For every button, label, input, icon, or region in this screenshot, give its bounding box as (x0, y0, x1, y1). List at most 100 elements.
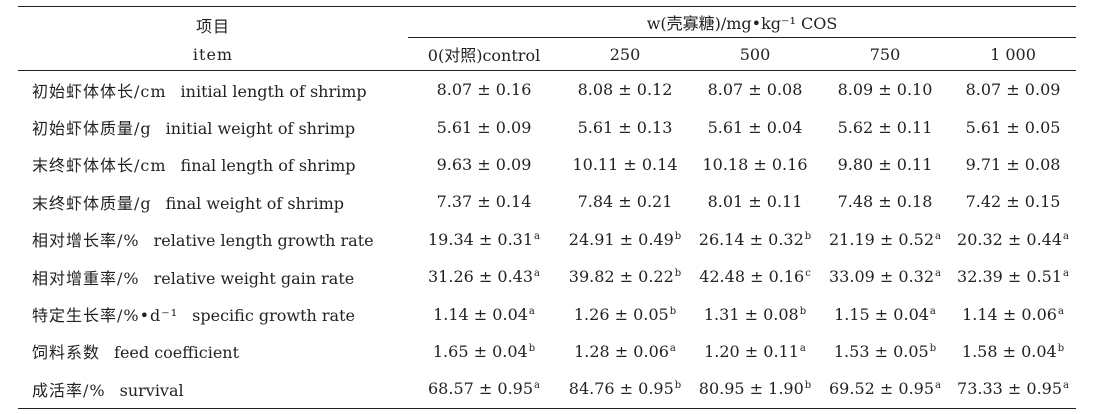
significance-letter: a (534, 380, 540, 392)
mean-sd-value: 24.91 ± 0.49 (568, 229, 674, 249)
table-row: 成活率/% survival 68.57 ± 0.95a 84.76 ± 0.95b 8… (18, 370, 1077, 409)
significance-letter: b (528, 342, 536, 354)
row-label-en: relative weight gain rate (153, 268, 355, 288)
mean-sd-value: 19.34 ± 0.31 (428, 229, 534, 249)
significance-letter: a (935, 230, 941, 242)
value-cell: 5.62 ± 0.11 (820, 108, 950, 145)
significance-letter: a (528, 305, 535, 317)
value-cell: 20.32 ± 0.44a (950, 221, 1076, 258)
row-label-en: final length of shrimp (180, 156, 356, 176)
mean-sd-value: 20.32 ± 0.44 (957, 229, 1063, 249)
cos-dosage-group-header: w(壳寡糖)/mg•kg⁻¹ COS (408, 6, 1077, 38)
mean-sd-value: 1.58 ± 0.04 (961, 341, 1057, 361)
value-cell: 1.58 ± 0.04b (950, 333, 1076, 370)
significance-letter: a (1063, 230, 1069, 242)
row-label-zh: 初始虾体质量/g (32, 119, 152, 139)
mean-sd-value: 21.19 ± 0.52 (829, 229, 935, 249)
mean-sd-value: 33.09 ± 0.32 (829, 267, 935, 287)
column-header-750: 750 (869, 44, 901, 64)
row-label-zh: 初始虾体体长/cm (32, 81, 167, 101)
mean-sd-value: 1.14 ± 0.06 (962, 304, 1057, 324)
table-footnote-cropped: . . . . . . . . . . . . . . . . . . . . … (38, 406, 406, 414)
header-row-2: 0(对照)control 250 500 750 1 000 (18, 38, 1077, 71)
mean-sd-value: 1.53 ± 0.05 (833, 341, 929, 361)
value-cell: 10.11 ± 0.14 (560, 146, 690, 183)
mean-sd-value: 8.07 ± 0.16 (436, 80, 532, 100)
value-cell: 7.37 ± 0.14 (408, 183, 560, 220)
value-cell: 8.09 ± 0.10 (820, 71, 950, 109)
mean-sd-value: 8.07 ± 0.08 (707, 80, 803, 100)
table-row: 末终虾体质量/g final weight of shrimp 7.37 ± 0.1… (18, 183, 1076, 220)
row-label-cell: 初始虾体质量/g initial weight of shrimp (18, 108, 408, 145)
mean-sd-value: 1.14 ± 0.04 (433, 304, 528, 324)
significance-letter: b (804, 230, 812, 242)
significance-letter: b (674, 230, 682, 242)
column-header-250: 250 (609, 44, 641, 64)
value-cell: 5.61 ± 0.04 (690, 108, 820, 145)
value-cell: 1.28 ± 0.06a (560, 333, 690, 370)
mean-sd-value: 9.71 ± 0.08 (965, 154, 1061, 174)
row-label-en: specific growth rate (192, 306, 355, 326)
value-cell: 8.07 ± 0.09 (950, 71, 1076, 109)
table-row: 初始虾体体长/cm initial length of shrimp 8.07 ± … (18, 71, 1076, 109)
value-cell: 1.20 ± 0.11a (690, 333, 820, 370)
significance-letter: b (929, 342, 937, 354)
value-cell: 84.76 ± 0.95b (560, 370, 690, 408)
significance-letter: a (534, 268, 540, 280)
significance-letter: a (929, 305, 936, 317)
value-cell: 10.18 ± 0.16 (690, 146, 820, 183)
item-header-zh: 项目 (195, 17, 230, 36)
value-cell: 5.61 ± 0.13 (560, 108, 690, 145)
row-label-zh: 成活率/% (32, 380, 106, 400)
mean-sd-value: 42.48 ± 0.16 (699, 267, 805, 287)
mean-sd-value: 5.61 ± 0.05 (965, 117, 1061, 137)
significance-letter: a (935, 268, 941, 280)
significance-letter: a (1063, 380, 1069, 392)
column-header-1000: 1 000 (990, 44, 1036, 64)
value-cell: 9.63 ± 0.09 (408, 146, 560, 183)
column-header-control: 0(对照)control (427, 46, 541, 65)
significance-letter: b (1057, 342, 1065, 354)
value-cell: 1.15 ± 0.04a (820, 295, 950, 332)
value-cell: 19.34 ± 0.31a (408, 221, 560, 258)
mean-sd-value: 8.09 ± 0.10 (837, 80, 933, 100)
value-cell: 9.71 ± 0.08 (950, 146, 1076, 183)
significance-letter: a (1057, 305, 1064, 317)
mean-sd-value: 69.52 ± 0.95 (829, 379, 935, 399)
mean-sd-value: 5.61 ± 0.04 (707, 117, 803, 137)
growth-performance-table: 项目 item w(壳寡糖)/mg•kg⁻¹ COS 0(对照)control … (18, 6, 1077, 409)
value-cell: 68.57 ± 0.95a (408, 370, 560, 408)
row-label-zh: 饲料系数 (32, 343, 101, 363)
mean-sd-value: 5.61 ± 0.09 (436, 117, 532, 137)
value-cell: 33.09 ± 0.32a (820, 258, 950, 295)
significance-letter: b (669, 305, 677, 317)
value-cell: 1.14 ± 0.06a (950, 295, 1076, 332)
row-label-zh: 特定生长率/%•d⁻¹ (32, 306, 179, 326)
mean-sd-value: 10.18 ± 0.16 (702, 154, 808, 174)
value-cell: 8.01 ± 0.11 (690, 183, 820, 220)
mean-sd-value: 7.37 ± 0.14 (436, 192, 532, 212)
significance-letter: c (805, 268, 811, 280)
row-label-cell: 特定生长率/%•d⁻¹ specific growth rate (18, 295, 408, 332)
mean-sd-value: 7.48 ± 0.18 (837, 192, 933, 212)
row-label-zh: 末终虾体体长/cm (32, 156, 167, 176)
mean-sd-value: 1.15 ± 0.04 (834, 304, 929, 324)
mean-sd-value: 1.20 ± 0.11 (704, 341, 799, 361)
mean-sd-value: 68.57 ± 0.95 (428, 379, 534, 399)
significance-letter: a (534, 230, 540, 242)
value-cell: 7.84 ± 0.21 (560, 183, 690, 220)
row-label-en: feed coefficient (114, 343, 240, 363)
table-row: 相对增重率/% relative weight gain rate 31.26 ± … (18, 258, 1076, 295)
item-header-en: item (192, 45, 234, 64)
value-cell: 39.82 ± 0.22b (560, 258, 690, 295)
significance-letter: a (799, 342, 806, 354)
mean-sd-value: 7.42 ± 0.15 (965, 192, 1061, 212)
item-header-cell: 项目 item (18, 7, 408, 71)
row-label-cell: 饲料系数 feed coefficient (18, 333, 408, 370)
row-label-zh: 末终虾体质量/g (32, 193, 152, 213)
significance-letter: b (674, 268, 682, 280)
value-cell: 7.42 ± 0.15 (950, 183, 1076, 220)
mean-sd-value: 31.26 ± 0.43 (428, 267, 534, 287)
value-cell: 42.48 ± 0.16c (690, 258, 820, 295)
value-cell: 1.26 ± 0.05b (560, 295, 690, 332)
